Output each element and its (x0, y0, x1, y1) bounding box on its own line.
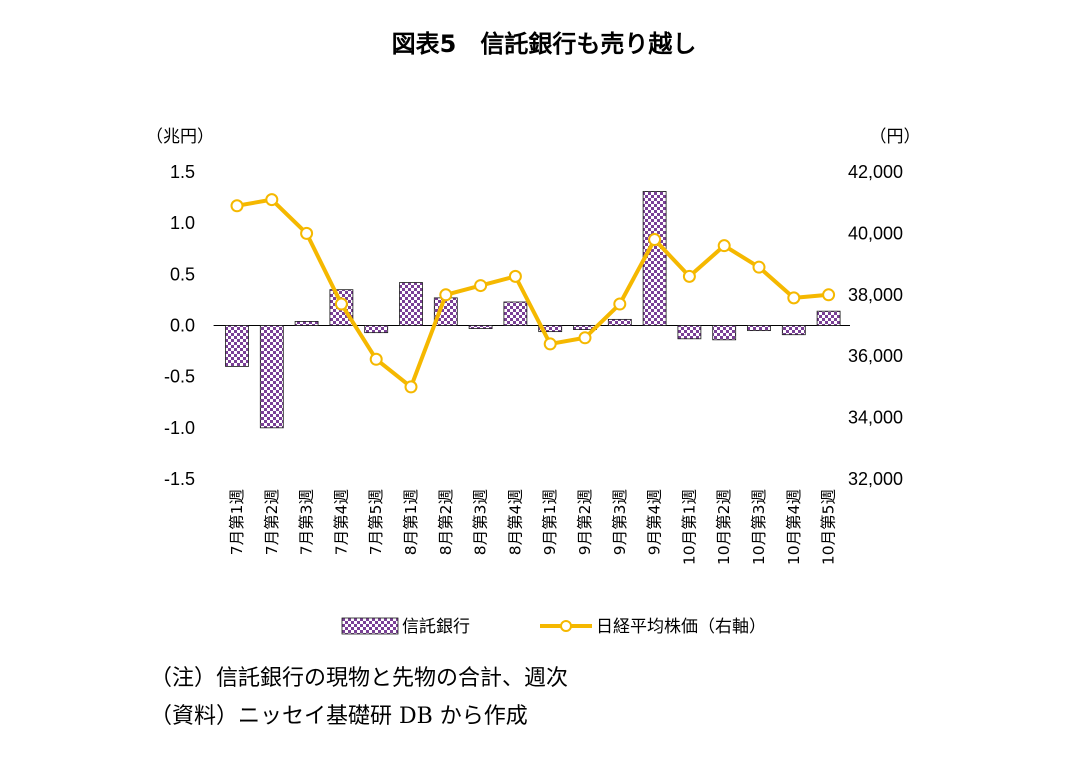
right-axis-ticks: 42,000 40,000 38,000 36,000 34,000 32,000 (848, 162, 903, 489)
bar (225, 325, 249, 367)
left-tick-label: -0.5 (164, 367, 195, 387)
right-tick-label: 40,000 (848, 223, 903, 243)
bar-series-trust-banks (225, 191, 841, 429)
legend: 信託銀行 日経平均株価（右軸） (341, 617, 766, 637)
category-label: 9月第4週 (646, 489, 664, 555)
source-footnote: （資料）ニッセイ基礎研 DB から作成 (150, 704, 528, 729)
right-tick-label: 42,000 (848, 162, 903, 182)
line-marker (682, 269, 696, 283)
line-marker (822, 288, 836, 302)
line-marker (648, 233, 662, 247)
category-label: 10月第2週 (715, 489, 733, 565)
category-label: 10月第3週 (750, 489, 768, 565)
category-label: 9月第3週 (611, 489, 629, 555)
line-marker (578, 331, 592, 345)
line-marker (787, 291, 801, 305)
bar (294, 321, 319, 326)
left-axis-unit: （兆円） (146, 127, 214, 147)
left-tick-label: 1.0 (170, 213, 195, 233)
line-marker (439, 288, 453, 302)
right-axis-unit: （円） (870, 127, 921, 147)
line-marker (334, 297, 348, 311)
line-marker (265, 193, 279, 207)
line-marker (230, 199, 244, 213)
category-label: 9月第1週 (541, 489, 559, 555)
bar (677, 325, 702, 340)
note-footnote: （注）信託銀行の現物と先物の合計、週次 (150, 666, 569, 691)
line-marker (404, 380, 418, 394)
chart-title: 図表5 信託銀行も売り越し (392, 30, 697, 58)
line-marker (717, 239, 731, 253)
bar (816, 310, 841, 326)
line-marker (474, 279, 488, 293)
left-tick-label: -1.5 (164, 469, 195, 489)
line-series-nikkei (230, 193, 836, 394)
legend-bar-label: 信託銀行 (402, 617, 470, 637)
bar (399, 282, 423, 326)
left-tick-label: 1.5 (170, 162, 195, 182)
right-tick-label: 34,000 (848, 408, 903, 428)
category-labels: 7月第1週 7月第2週 7月第3週 7月第4週 7月第5週 8月第1週 8月第2週 8月第3週… (228, 489, 838, 565)
left-axis-ticks: 1.5 1.0 0.5 0.0 -0.5 -1.0 -1.5 (164, 162, 195, 489)
left-tick-label: 0.5 (170, 264, 195, 284)
category-label: 7月第5週 (367, 489, 385, 555)
bar (747, 325, 771, 332)
line-marker (508, 269, 522, 283)
category-label: 9月第2週 (576, 489, 594, 555)
line-marker (613, 297, 627, 311)
bar (364, 325, 389, 334)
legend-bar-swatch (341, 617, 399, 635)
category-label: 10月第1週 (680, 489, 698, 565)
left-tick-label: -1.0 (164, 418, 195, 438)
nikkei-line (236, 197, 829, 389)
legend-line-label: 日経平均株価（右軸） (596, 617, 766, 637)
line-marker (543, 337, 557, 351)
category-label: 8月第1週 (402, 489, 420, 555)
category-label: 7月第1週 (228, 489, 246, 555)
category-label: 8月第2週 (437, 489, 455, 555)
category-label: 10月第5週 (820, 489, 838, 565)
category-label: 8月第3週 (472, 489, 490, 555)
bar (259, 325, 284, 429)
category-label: 7月第2週 (263, 489, 281, 555)
bar (712, 325, 737, 341)
right-tick-label: 32,000 (848, 469, 903, 489)
bar (607, 318, 632, 326)
category-label: 8月第4週 (506, 489, 524, 555)
category-label: 7月第3週 (298, 489, 316, 555)
category-label: 10月第4週 (785, 489, 803, 565)
bar (468, 325, 493, 329)
line-marker (369, 352, 383, 366)
bar (538, 325, 563, 333)
left-tick-label: 0.0 (170, 316, 195, 336)
right-tick-label: 38,000 (848, 285, 903, 305)
legend-line-marker (560, 620, 572, 632)
bar (503, 301, 528, 326)
right-tick-label: 36,000 (848, 346, 903, 366)
bar (781, 325, 806, 336)
line-marker (752, 260, 766, 274)
line-marker (300, 226, 314, 240)
category-label: 7月第4週 (332, 489, 350, 555)
